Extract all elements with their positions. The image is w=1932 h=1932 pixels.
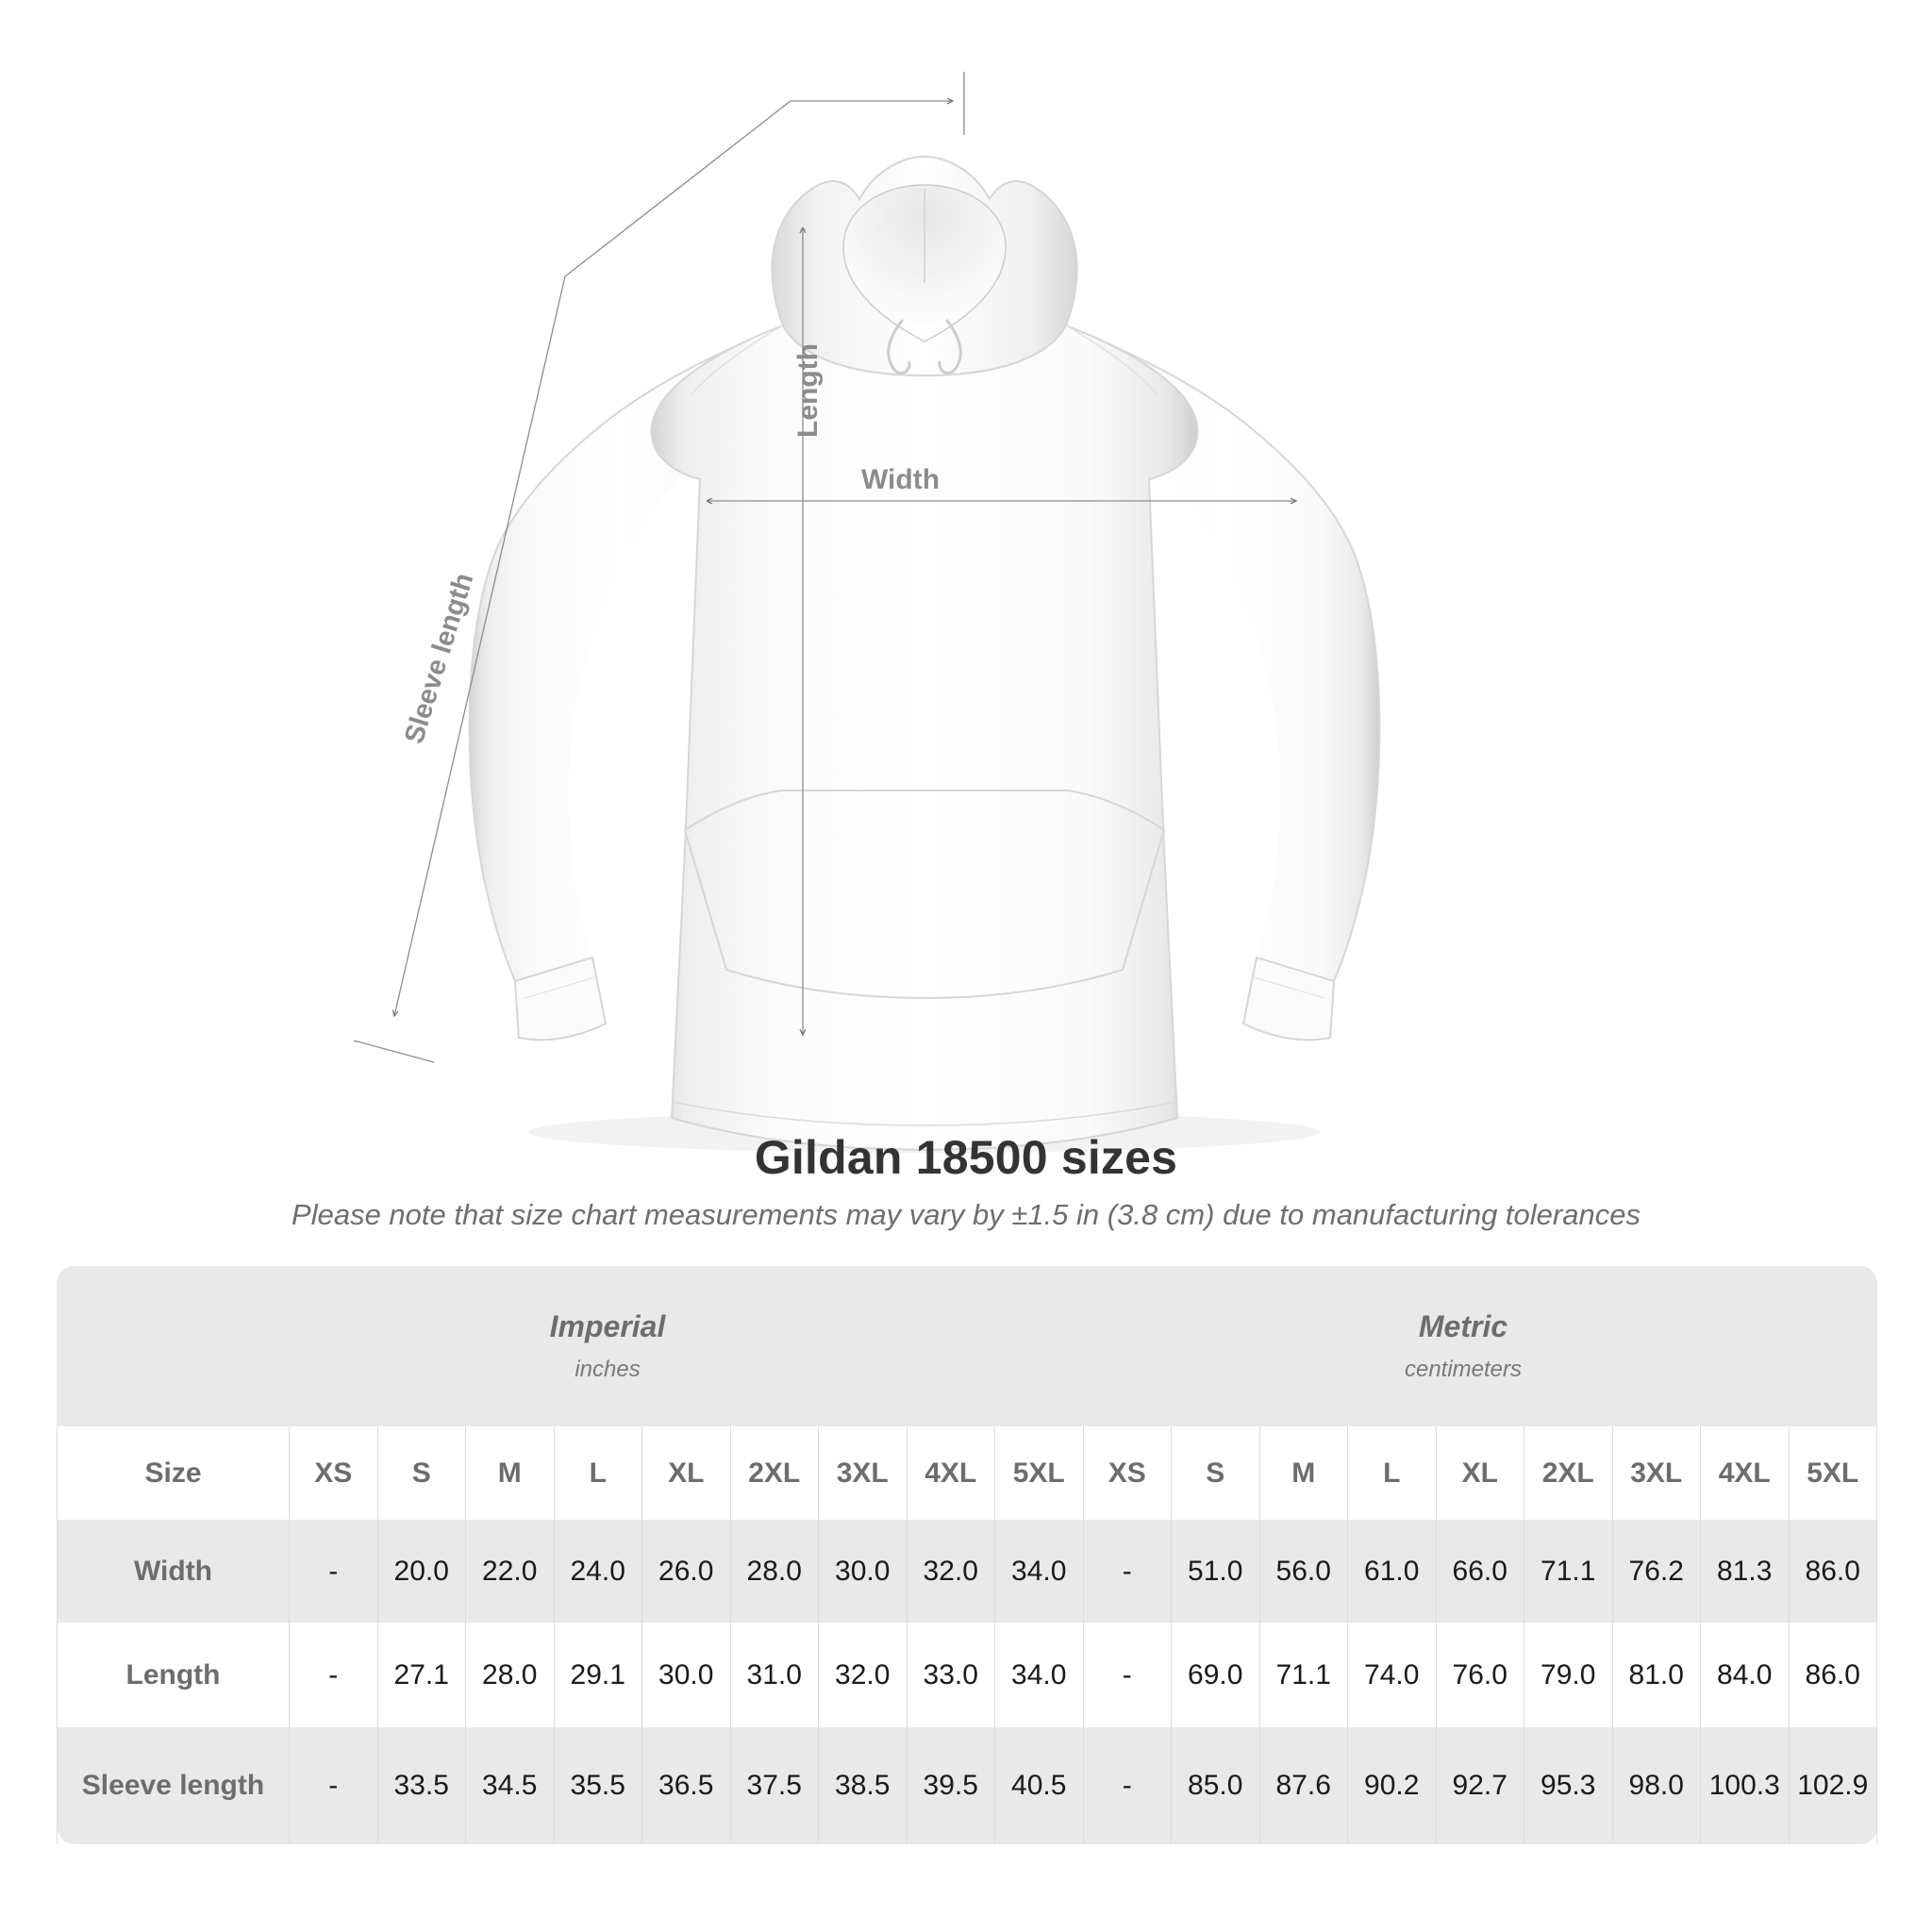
svg-text:Length: Length (792, 343, 824, 438)
svg-text:Width: Width (861, 464, 940, 495)
svg-text:Sleeve length: Sleeve length (399, 570, 479, 747)
